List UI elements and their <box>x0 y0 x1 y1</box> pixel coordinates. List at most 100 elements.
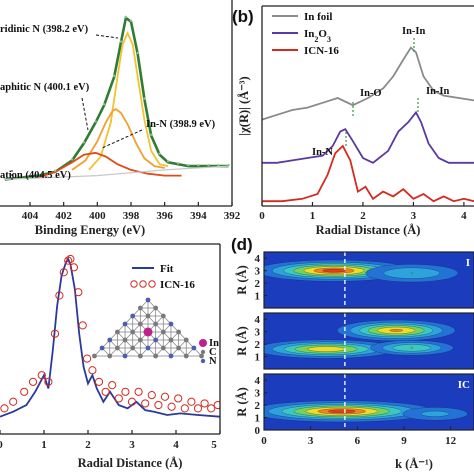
panel-c-fitting: 0 1 2 3 4 5 Radial Distance (Å) Fit ICN-16 InC… <box>0 243 221 470</box>
panel-c-tick-label: 3 <box>129 439 135 451</box>
panel-c-data-point <box>55 291 64 300</box>
panel-a-data-point <box>20 175 23 178</box>
panel-a-data-point <box>197 163 200 167</box>
panel-c-data-point <box>174 394 183 403</box>
panel-a-x-label: Binding Energy (eV) <box>35 223 145 237</box>
inset-atom <box>160 345 166 351</box>
inset-atom <box>130 313 136 319</box>
inset-atom <box>99 345 105 351</box>
panel-d-x-tick-label: 0 <box>261 435 267 447</box>
panel-a-data-point <box>187 163 190 167</box>
inset-atom <box>153 337 159 343</box>
panel-c-data-point <box>50 329 60 338</box>
panel-a-data-point <box>207 163 210 167</box>
inset-atom <box>160 313 166 319</box>
inset-atom <box>107 337 113 343</box>
panel-d-map-frame <box>263 312 474 370</box>
inset-atom <box>130 329 136 335</box>
panel-d-map-3: IC <box>264 374 474 430</box>
inset-atom <box>115 345 120 351</box>
panel-a-data-point <box>158 152 161 155</box>
panel-a-data-point <box>143 97 146 100</box>
inset-atom <box>153 305 159 311</box>
inset-atom <box>137 305 143 311</box>
panel-d-y-tick-label: 2 <box>255 278 261 290</box>
panel-c-curves <box>0 254 220 418</box>
panel-c-data-point <box>9 397 18 406</box>
panel-c-data-point <box>69 263 79 272</box>
panel-b-annotation: In-In <box>402 26 426 37</box>
panel-d-map-frame <box>263 251 474 309</box>
panel-d-label: (d) <box>231 235 253 254</box>
panel-d-contour <box>307 346 346 352</box>
panel-c-data-point <box>78 321 87 330</box>
panel-c-data-point <box>187 397 196 406</box>
panel-a-annotation: In-N (398.9 eV) <box>146 119 216 130</box>
panel-a-data-point <box>176 162 180 165</box>
panel-a-data-point <box>166 160 170 163</box>
panel-b-exafs: (b) |χ(R)| (Å⁻³) 0 1 2 3 4 Radial Distance (… <box>232 5 474 237</box>
inset-legend-dot <box>200 349 206 355</box>
panel-d-y-label: R (Å) <box>235 265 249 295</box>
inset-atom <box>176 329 182 335</box>
panel-a-curves <box>3 15 230 181</box>
panel-c-data-point <box>207 404 216 413</box>
panel-a-baseline-curve <box>4 165 229 180</box>
panel-d-y-tick-label: 4 <box>255 253 261 265</box>
panel-d-map-2 <box>264 313 474 369</box>
inset-atom <box>153 353 159 359</box>
panel-d-y-label: R (Å) <box>235 387 249 417</box>
panel-d-contour <box>328 409 356 414</box>
panel-a-data-point <box>82 141 86 144</box>
panel-d-x-tick-label: 12 <box>445 435 457 447</box>
panel-a-annotation: aphitic N (400.1 eV) <box>0 82 90 93</box>
panel-b-series-in2o3 <box>262 110 474 164</box>
panel-a-data-point <box>70 158 74 161</box>
panel-c-data-point <box>160 392 170 401</box>
panel-d-x-tick-label: 9 <box>401 435 407 447</box>
panel-d-contour <box>410 271 414 275</box>
panel-a-data-point <box>102 103 106 106</box>
panel-a-data-point <box>217 163 220 167</box>
panel-c-data-point <box>0 404 9 413</box>
panel-c-data-point <box>193 404 203 413</box>
panel-a-In-N-curve <box>71 108 165 171</box>
panel-c-data-point <box>154 400 163 410</box>
panel-a-xps: 404 402 400 398 396 394 392 Binding Energy (eV… <box>0 0 241 237</box>
inset-atom <box>92 353 97 359</box>
inset-legend-label: In <box>209 338 219 349</box>
inset-atom <box>160 329 166 335</box>
panel-a-tick-label: 402 <box>55 210 72 222</box>
inset-atom <box>176 345 182 351</box>
panel-b-tick-label: 3 <box>411 210 417 222</box>
panel-c-data-point <box>114 394 123 403</box>
panel-b-annotation: In-In <box>426 86 450 97</box>
inset-atom <box>122 353 128 359</box>
panel-a-annotation: ation (404.5 eV) <box>0 170 71 181</box>
panel-c-legend-swatch <box>130 280 138 288</box>
panel-b-label: (b) <box>232 7 254 26</box>
panel-c-tick-label: 2 <box>85 439 91 451</box>
panel-c-legend: Fit ICN-16 <box>130 263 195 291</box>
panel-a-graphitic-N-curve <box>38 151 182 179</box>
panel-d-y-tick-label: 1 <box>255 291 261 303</box>
panel-d-y-label: R (Å) <box>235 326 249 356</box>
panel-d-contour <box>389 329 404 332</box>
inset-atom <box>183 337 189 343</box>
panel-a-data-point <box>119 40 123 43</box>
panel-a-annotation-arrow <box>81 97 89 131</box>
panel-b-legend-label: In2O3 <box>304 28 331 44</box>
panel-b-x-label: Radial Distance (Å) <box>316 223 421 237</box>
panel-a-tick-label: 400 <box>89 210 106 222</box>
inset-atom <box>115 329 120 335</box>
panel-c-data-point <box>141 399 150 408</box>
panel-d-map-label: I <box>466 257 470 269</box>
panel-d-y-tick-label: 3 <box>255 266 261 278</box>
panel-c-tick-label: 1 <box>41 439 47 451</box>
panel-a-tick-label: 398 <box>123 210 140 222</box>
inset-in-atom <box>143 327 153 337</box>
panel-a-annotation-arrow <box>95 34 119 39</box>
